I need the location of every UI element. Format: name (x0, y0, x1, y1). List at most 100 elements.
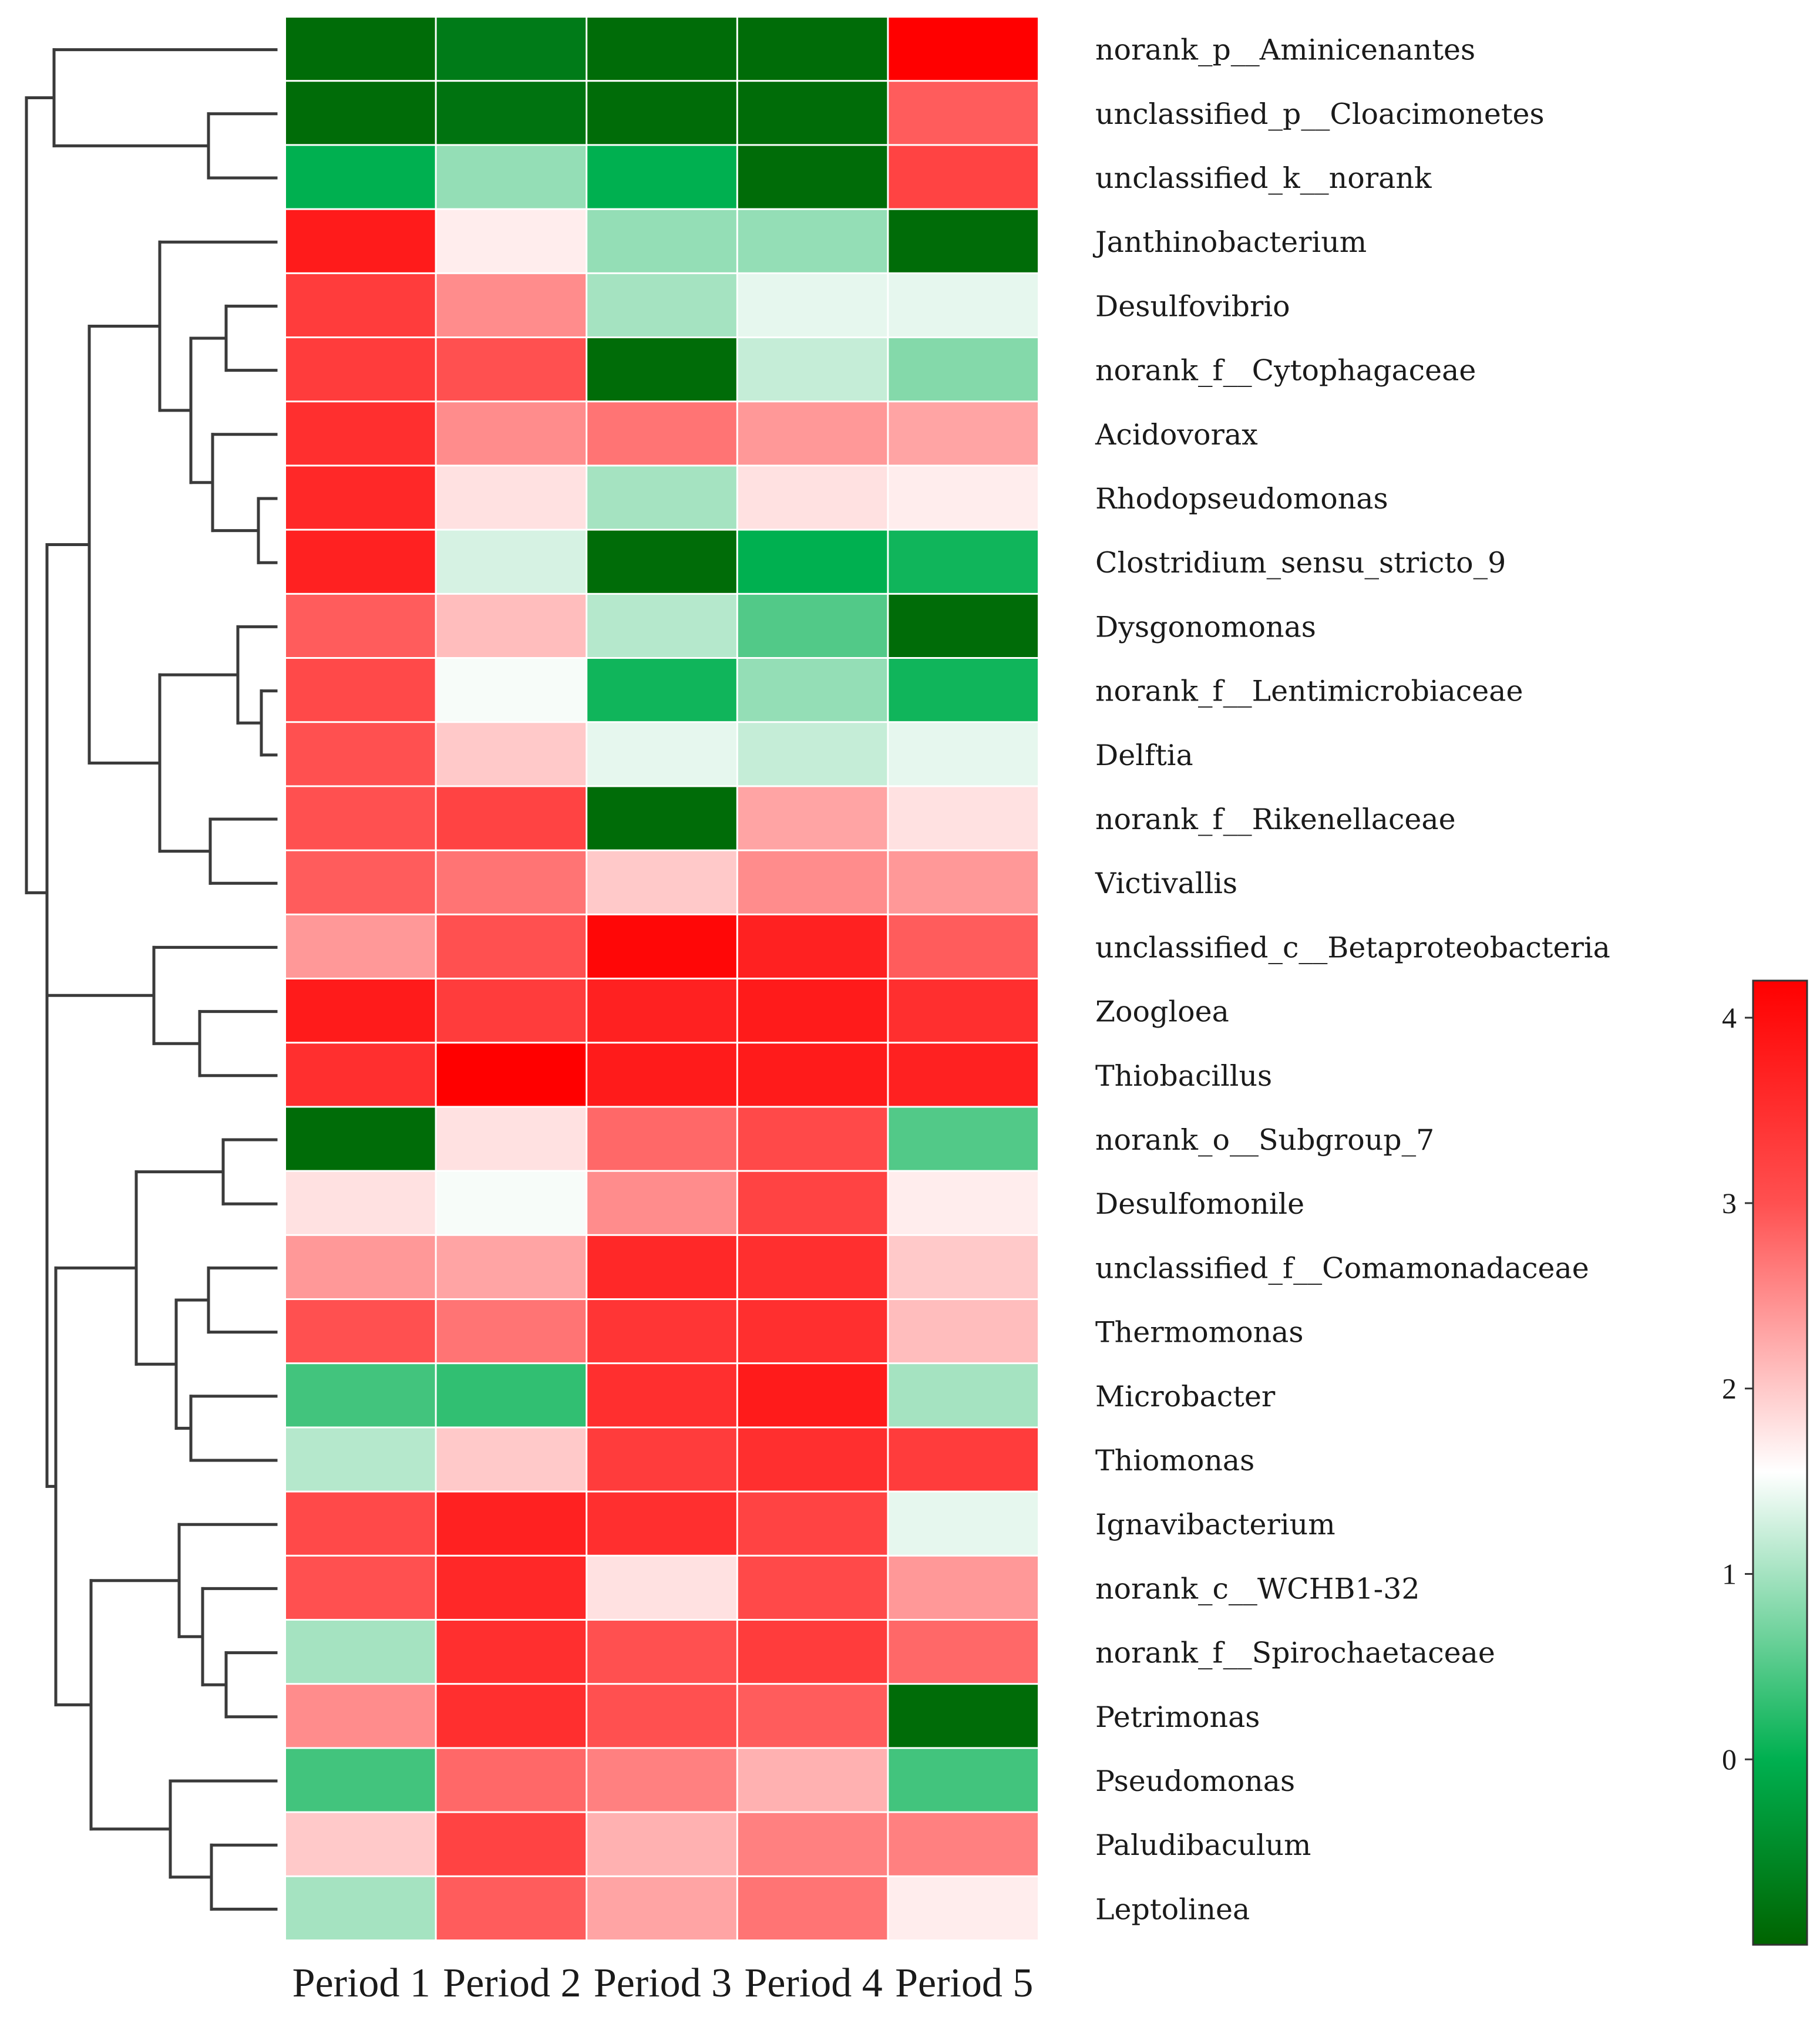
heatmap-cell (889, 1556, 1038, 1619)
heatmap-cell (587, 1364, 736, 1427)
heatmap-cell (738, 979, 887, 1042)
row-label: Rhodopseudomonas (1095, 482, 1388, 516)
row-label: Victivallis (1095, 867, 1237, 900)
heatmap-cell (738, 1428, 887, 1491)
heatmap-cell (587, 82, 736, 144)
heatmap-cell (587, 1171, 736, 1234)
heatmap-cell (889, 1492, 1038, 1555)
row-label: Pseudomonas (1095, 1765, 1295, 1798)
heatmap-cell (587, 530, 736, 593)
heatmap-cell (286, 1107, 435, 1170)
heatmap-cell (436, 1492, 586, 1555)
heatmap-cell (889, 466, 1038, 529)
heatmap-cell (436, 787, 586, 850)
heatmap-cell (286, 1235, 435, 1298)
heatmap-cell (889, 18, 1038, 80)
row-label: norank_f__Rikenellaceae (1095, 803, 1456, 836)
heatmap-cell (738, 1300, 887, 1363)
heatmap-cell (286, 338, 435, 401)
heatmap-cell (889, 1300, 1038, 1363)
column-label: Period 5 (895, 1961, 1033, 2006)
row-label: Thiomonas (1095, 1444, 1254, 1477)
heatmap-cell (286, 1749, 435, 1811)
heatmap-cell (436, 1749, 586, 1811)
heatmap-cell (738, 723, 887, 786)
column-label: Period 3 (594, 1961, 732, 2006)
row-label: Zoogloea (1095, 995, 1229, 1029)
heatmap-cell (436, 530, 586, 593)
heatmap-cell (436, 402, 586, 465)
heatmap-cell (436, 1556, 586, 1619)
heatmap-cell (436, 1685, 586, 1747)
heatmap-cell (889, 1813, 1038, 1875)
heatmap-cell (587, 338, 736, 401)
heatmap-cell (286, 594, 435, 657)
heatmap-cell (889, 338, 1038, 401)
heatmap-cell (738, 1107, 887, 1170)
heatmap-cell (436, 1813, 586, 1875)
heatmap-cell (738, 594, 887, 657)
row-label: Desulfomonile (1095, 1187, 1304, 1221)
heatmap-cell (889, 659, 1038, 722)
heatmap-cell (436, 1043, 586, 1106)
heatmap-cell (587, 1043, 736, 1106)
row-label: Paludibaculum (1095, 1829, 1311, 1862)
heatmap-cell (587, 1235, 736, 1298)
heatmap-cell (436, 1428, 586, 1491)
heatmap-cell (436, 210, 586, 272)
row-label: Clostridium_sensu_stricto_9 (1095, 546, 1506, 580)
heatmap-cell (738, 402, 887, 465)
heatmap-cell (286, 210, 435, 272)
colorbar-tick-label: 4 (1722, 1001, 1737, 1034)
heatmap-cell (889, 594, 1038, 657)
colorbar-tick-label: 3 (1722, 1187, 1737, 1220)
heatmap-cell (587, 1107, 736, 1170)
heatmap-cell (738, 530, 887, 593)
heatmap-cell (436, 82, 586, 144)
heatmap-cell (587, 915, 736, 978)
heatmap-cell (286, 274, 435, 336)
heatmap-cell (889, 723, 1038, 786)
heatmap-cell (738, 1171, 887, 1234)
heatmap-cell (738, 787, 887, 850)
heatmap-cell (738, 146, 887, 208)
heatmap-cell (436, 466, 586, 529)
heatmap-cell (436, 18, 586, 80)
colorbar-tick-label: 2 (1722, 1372, 1737, 1405)
heatmap-cell (889, 1107, 1038, 1170)
heatmap-cell (436, 1235, 586, 1298)
heatmap-cell (587, 1813, 736, 1875)
heatmap-cell (587, 274, 736, 336)
heatmap-cell (889, 274, 1038, 336)
heatmap-cell (587, 466, 736, 529)
heatmap-cell (286, 466, 435, 529)
row-label: unclassified_c__Betaproteobacteria (1095, 931, 1610, 964)
heatmap-cell (587, 1428, 736, 1491)
row-label: norank_p__Aminicenantes (1095, 33, 1475, 67)
heatmap-cell (436, 1621, 586, 1683)
heatmap-cell (889, 530, 1038, 593)
heatmap-cell (286, 1492, 435, 1555)
heatmap-cell (738, 338, 887, 401)
row-label: Ignavibacterium (1095, 1508, 1335, 1541)
heatmap-cell (436, 659, 586, 722)
heatmap-cell (738, 1043, 887, 1106)
heatmap-cell (738, 1813, 887, 1875)
heatmap-cell (436, 1364, 586, 1427)
column-labels: Period 1 Period 2 Period 3 Period 4 Period 5 (292, 1961, 1034, 2006)
heatmap-cell (286, 146, 435, 208)
heatmap-cell (738, 1877, 887, 1939)
heatmap-cell (587, 210, 736, 272)
heatmap-cell (286, 1428, 435, 1491)
heatmap-cell (286, 787, 435, 850)
row-label: unclassified_p__Cloacimonetes (1095, 97, 1545, 131)
heatmap-cell (436, 594, 586, 657)
heatmap-cell (587, 1685, 736, 1747)
heatmap-cell (587, 851, 736, 914)
heatmap-cell (436, 723, 586, 786)
heatmap-cell (587, 402, 736, 465)
column-label: Period 4 (744, 1961, 882, 2006)
heatmap-cell (286, 1813, 435, 1875)
heatmap-cell (286, 82, 435, 144)
heatmap-cell (889, 210, 1038, 272)
